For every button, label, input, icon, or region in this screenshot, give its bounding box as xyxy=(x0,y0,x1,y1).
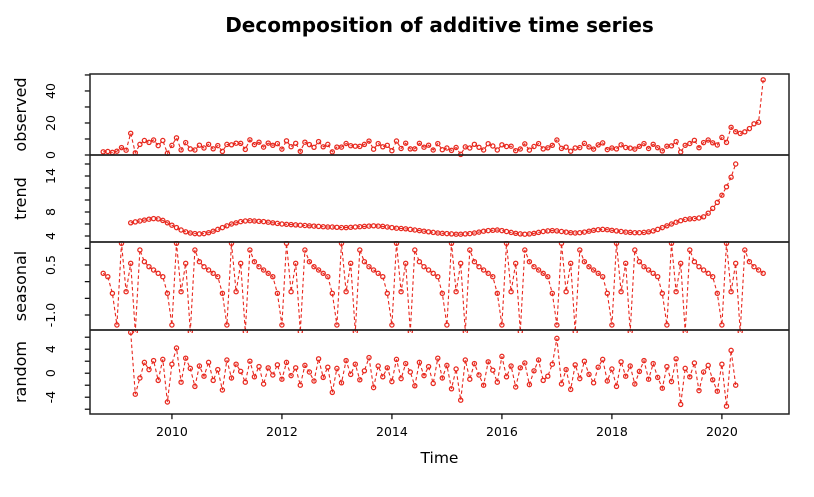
y-axis-seasonal: 0.5 -1.0 xyxy=(43,247,90,327)
y-tick-label: 20 xyxy=(43,115,58,131)
panel-random: -4 0 4 random xyxy=(11,329,739,410)
panel-trend: 4 8 14 trend xyxy=(11,161,739,240)
x-tick-label: 2012 xyxy=(266,424,298,439)
panel-seasonal: 0.5 -1.0 seasonal xyxy=(11,241,766,333)
y-tick-label: 0 xyxy=(43,369,58,377)
x-tick-label: 2016 xyxy=(486,424,518,439)
y-axis-trend: 4 8 14 xyxy=(43,163,90,240)
y-tick-label: 8 xyxy=(43,208,58,216)
panel-label-observed: observed xyxy=(11,77,30,151)
panel-label-trend: trend xyxy=(11,177,30,220)
y-tick-label: -1.0 xyxy=(43,303,58,327)
x-tick-label: 2018 xyxy=(596,424,628,439)
series-random xyxy=(127,329,739,409)
y-tick-label: 4 xyxy=(43,232,58,240)
series-seasonal xyxy=(100,241,766,333)
y-tick-label: 0 xyxy=(43,151,58,159)
panel-label-seasonal: seasonal xyxy=(11,251,30,322)
y-axis-random: -4 0 4 xyxy=(43,336,90,410)
panel-label-random: random xyxy=(11,341,30,403)
y-tick-label: 0.5 xyxy=(43,255,58,275)
y-tick-label: 4 xyxy=(43,345,58,353)
y-axis-observed: 0 20 40 xyxy=(43,74,90,159)
series-trend xyxy=(127,161,739,237)
x-tick-label: 2010 xyxy=(156,424,188,439)
series-observed xyxy=(100,77,766,158)
x-tick-label: 2014 xyxy=(376,424,408,439)
x-axis: 2010 2012 2014 2016 2018 2020 xyxy=(156,414,738,439)
y-tick-label: -4 xyxy=(43,391,58,404)
plot-border xyxy=(89,73,790,415)
y-tick-label: 14 xyxy=(43,168,58,184)
chart-title: Decomposition of additive time series xyxy=(225,13,654,37)
time-axis-label: Time xyxy=(420,449,459,467)
x-tick-label: 2020 xyxy=(706,424,738,439)
y-tick-label: 40 xyxy=(43,83,58,99)
panel-observed: 0 20 40 observed xyxy=(11,74,766,159)
